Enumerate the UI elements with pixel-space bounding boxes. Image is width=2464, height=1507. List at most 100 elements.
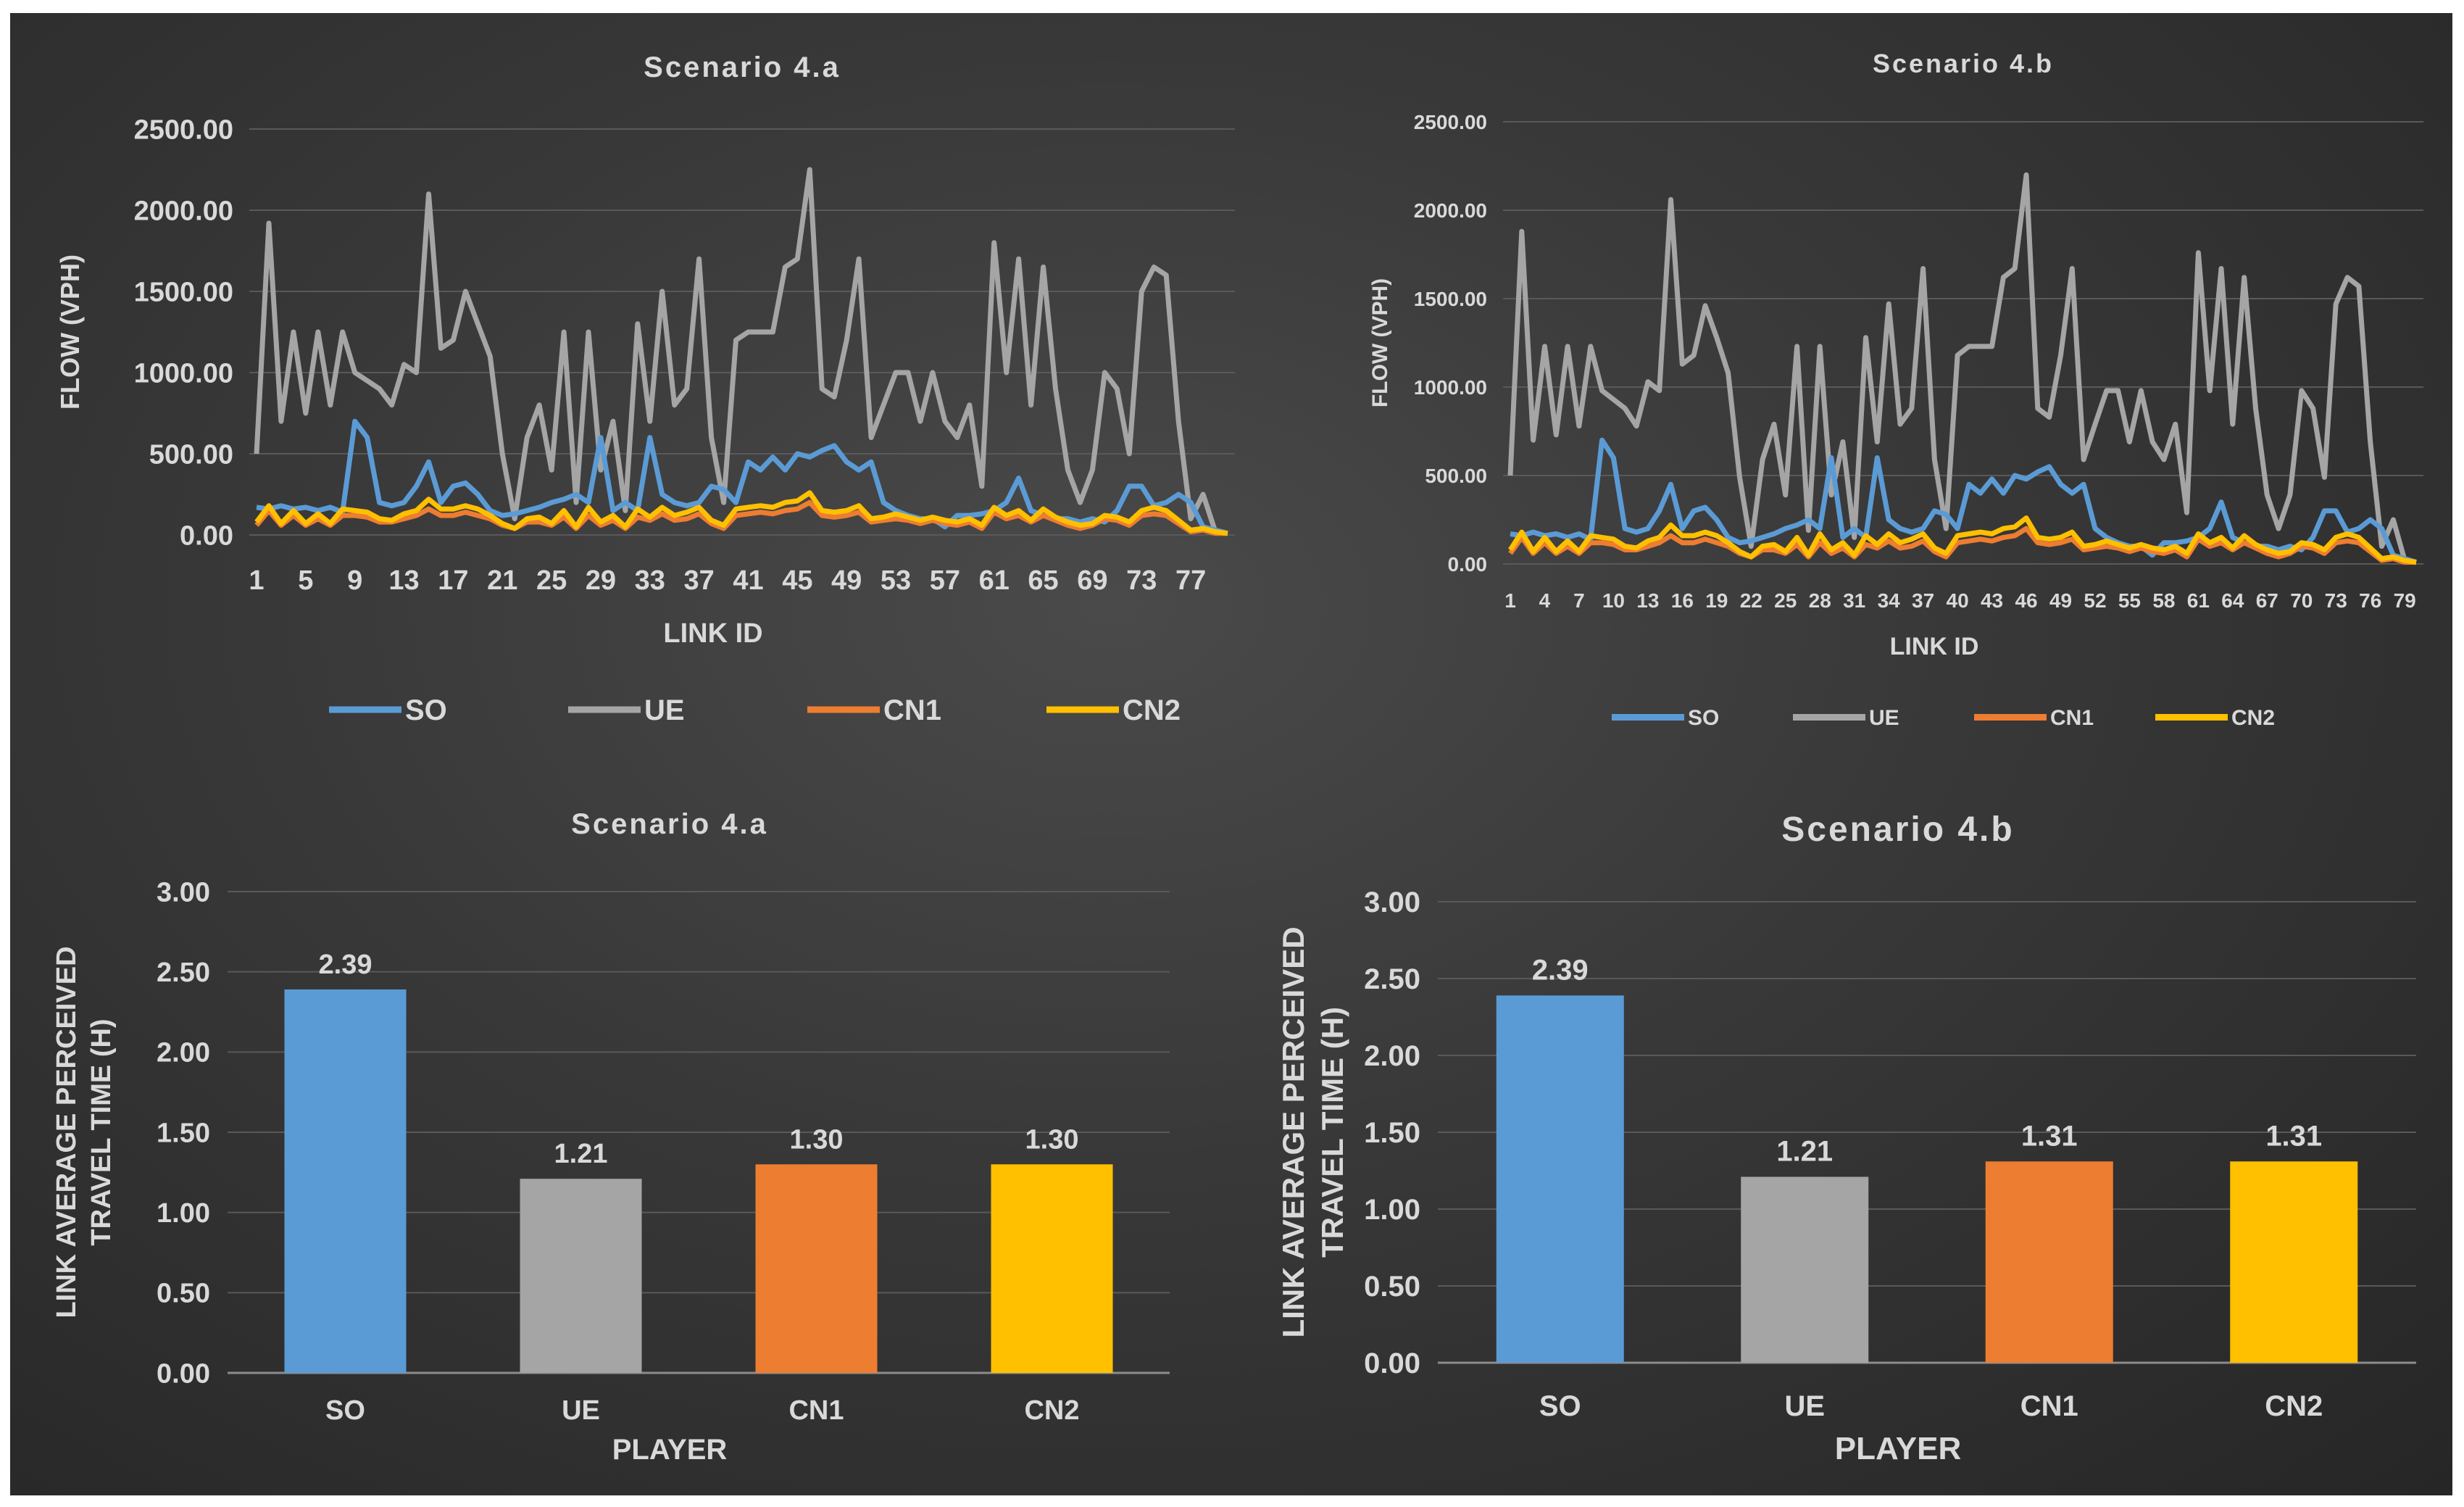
x-tick-label: 28 — [1809, 589, 1831, 612]
series-line-ue — [254, 167, 1228, 536]
legend-label-cn2: CN2 — [2231, 706, 2275, 730]
x-tick-label: 25 — [536, 565, 567, 596]
y-tick-label: 3.00 — [1364, 887, 1420, 918]
x-tick-label: 69 — [1077, 565, 1107, 596]
data-label-so: 2.39 — [319, 950, 372, 980]
y-tick-label: 2500.00 — [134, 115, 233, 145]
x-tick-label: CN1 — [2020, 1390, 2078, 1422]
line-chart-scenario-4a: Scenario 4.a 0.00 500.00 1000.00 1500.00 2000… — [10, 13, 1286, 767]
x-tick-label: 10 — [1602, 589, 1625, 612]
x-tick-label: 4 — [1539, 589, 1551, 612]
x-tick-label: 40 — [1947, 589, 1969, 612]
x-tick-label: 19 — [1705, 589, 1728, 612]
x-tick-label: UE — [1784, 1390, 1825, 1422]
legend-label-ue: UE — [1869, 706, 1899, 730]
bar-ue — [520, 1179, 642, 1373]
x-tick-label: 21 — [487, 565, 517, 596]
x-tick-label: 9 — [347, 565, 362, 596]
x-tick-label: 41 — [733, 565, 763, 596]
x-tick-label: 37 — [683, 565, 714, 596]
y-tick-label: 2.50 — [157, 958, 210, 988]
x-tick-label: 46 — [2015, 589, 2037, 612]
x-tick-label: UE — [562, 1395, 600, 1426]
x-tick-label: 55 — [2118, 589, 2141, 612]
x-tick-label: 5 — [298, 565, 313, 596]
y-tick-label: 0.50 — [157, 1279, 210, 1309]
x-tick-label: 77 — [1175, 565, 1206, 596]
x-tick-label: 31 — [1843, 589, 1865, 612]
x-tick-label: 73 — [1126, 565, 1157, 596]
x-tick-label: 29 — [586, 565, 616, 596]
bar-cn1 — [755, 1164, 878, 1373]
x-tick-label: 37 — [1912, 589, 1934, 612]
x-tick-label: 43 — [1981, 589, 2003, 612]
y-tick-label: 0.50 — [1364, 1271, 1420, 1303]
x-tick-label: CN2 — [1024, 1395, 1079, 1426]
y-axis-label: FLOW (VPH) — [55, 254, 85, 410]
y-tick-label: 2.00 — [157, 1038, 210, 1068]
y-tick-label: 1000.00 — [134, 358, 233, 389]
y-tick-label: 0.00 — [180, 520, 233, 551]
y-tick-label: 0.00 — [1448, 553, 1488, 576]
y-axis-label: TRAVEL TIME (H) — [1315, 1007, 1349, 1258]
legend-label-cn2: CN2 — [1123, 694, 1181, 726]
x-axis-label: PLAYER — [612, 1434, 728, 1466]
x-tick-label: 49 — [2049, 589, 2072, 612]
x-tick-label: 61 — [979, 565, 1010, 596]
x-axis-label: LINK ID — [663, 618, 762, 649]
x-tick-label: 67 — [2256, 589, 2278, 612]
y-tick-label: 1000.00 — [1414, 376, 1487, 399]
chart-title: Scenario 4.a — [644, 51, 841, 83]
bar-chart-svg: Scenario 4.b 0.00 0.50 1.00 1.50 2.00 2.50 3.00… — [1276, 810, 2416, 1466]
x-tick-label: 7 — [1573, 589, 1585, 612]
y-tick-label: 500.00 — [1425, 465, 1487, 487]
data-label-cn2: 1.30 — [1025, 1124, 1079, 1155]
x-tick-label: 45 — [782, 565, 812, 596]
line-chart-svg: Scenario 4.a 0.00 500.00 1000.00 1500.00 2000… — [55, 51, 1235, 726]
y-tick-label: 0.00 — [157, 1358, 210, 1389]
bar-so — [284, 989, 407, 1373]
series-line-cn2 — [254, 490, 1228, 536]
x-tick-label: 70 — [2290, 589, 2313, 612]
x-tick-label: 65 — [1028, 565, 1058, 596]
chart-title: Scenario 4.b — [1873, 49, 2054, 78]
x-axis-label: LINK ID — [1890, 633, 1979, 660]
x-tick-label: 61 — [2187, 589, 2210, 612]
bar-chart-scenario-4b: Scenario 4.b 0.00 0.50 1.00 1.50 2.00 2.50 3.00… — [1242, 767, 2445, 1492]
x-tick-label: 1 — [249, 565, 264, 596]
y-tick-label: 1.50 — [157, 1118, 210, 1148]
series-line-ue — [1507, 172, 2417, 565]
y-tick-label: 1.00 — [157, 1198, 210, 1229]
x-tick-label: 16 — [1671, 589, 1694, 612]
line-chart-scenario-4b: Scenario 4.b 0.00 500.00 1000.00 1500.00 2000… — [1307, 13, 2438, 767]
x-tick-label: 79 — [2394, 589, 2416, 612]
legend-label-so: SO — [1688, 706, 1719, 730]
x-tick-label: 49 — [831, 565, 862, 596]
y-tick-label: 1500.00 — [134, 277, 233, 307]
bar-ue — [1741, 1176, 1869, 1363]
x-tick-label: CN1 — [788, 1395, 844, 1426]
x-tick-label: 25 — [1774, 589, 1797, 612]
bar-chart-scenario-4a: Scenario 4.a 0.00 0.50 1.00 1.50 2.00 2.50 3.00… — [10, 767, 1228, 1492]
series-line-cn1 — [254, 499, 1228, 536]
y-tick-label: 0.00 — [1364, 1348, 1420, 1379]
data-label-ue: 1.21 — [1776, 1135, 1833, 1167]
legend-label-cn1: CN1 — [2050, 706, 2094, 730]
bar-cn2 — [991, 1164, 1113, 1373]
data-label-so: 2.39 — [1532, 954, 1589, 986]
bar-cn1 — [1985, 1161, 2113, 1363]
x-tick-label: 58 — [2152, 589, 2175, 612]
x-axis-label: PLAYER — [1835, 1431, 1961, 1466]
y-tick-label: 2.00 — [1364, 1040, 1420, 1072]
x-tick-label: 53 — [881, 565, 911, 596]
y-axis-label: FLOW (VPH) — [1368, 278, 1392, 407]
y-tick-label: 3.00 — [157, 877, 210, 908]
y-tick-label: 1500.00 — [1414, 288, 1487, 310]
bar-so — [1496, 995, 1624, 1363]
y-tick-label: 2.50 — [1364, 963, 1420, 995]
x-tick-label: 57 — [930, 565, 960, 596]
x-tick-label: 22 — [1740, 589, 1762, 612]
x-tick-label: SO — [325, 1395, 365, 1426]
legend-label-cn1: CN1 — [883, 694, 941, 726]
chart-title: Scenario 4.b — [1781, 810, 2014, 849]
